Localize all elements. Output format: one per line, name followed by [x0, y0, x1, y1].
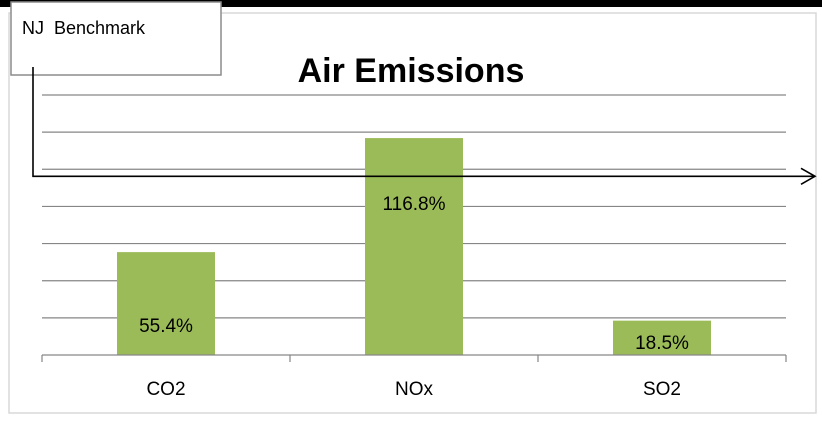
data-label-co2: 55.4% — [139, 316, 193, 337]
benchmark-arrowhead — [800, 167, 817, 185]
benchmark-arrow — [32, 67, 817, 185]
x-axis — [41, 354, 787, 362]
bar-co2 — [117, 252, 215, 355]
category-labels: CO2 NOx SO2 — [146, 379, 681, 400]
top-rule — [0, 0, 822, 7]
bar-nox — [365, 138, 463, 355]
data-label-so2: 18.5% — [635, 333, 689, 354]
benchmark-line — [32, 67, 815, 178]
benchmark-callout-box — [10, 1, 222, 76]
category-label-nox: NOx — [395, 379, 434, 400]
bars — [117, 138, 711, 355]
bar-so2 — [613, 320, 711, 355]
category-label-co2: CO2 — [146, 379, 185, 400]
data-label-nox: 116.8% — [382, 194, 445, 215]
data-labels: 55.4% 116.8% 18.5% — [139, 194, 689, 354]
chart-title: Air Emissions — [297, 52, 525, 90]
category-label-so2: SO2 — [643, 379, 681, 400]
benchmark-callout-label: NJ Benchmark — [22, 18, 146, 38]
